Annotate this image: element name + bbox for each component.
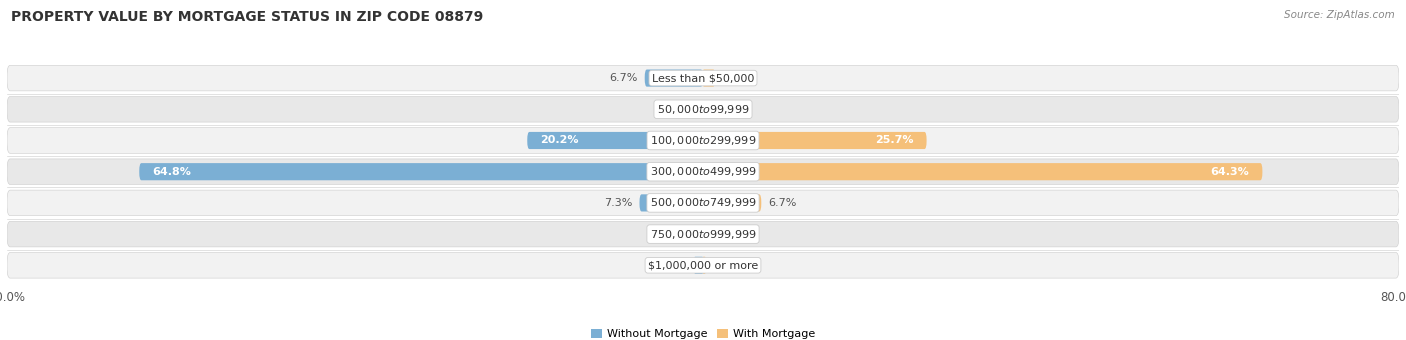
FancyBboxPatch shape: [527, 132, 703, 149]
Text: 25.7%: 25.7%: [875, 136, 914, 146]
Text: 0.0%: 0.0%: [710, 104, 738, 114]
FancyBboxPatch shape: [7, 253, 1399, 278]
FancyBboxPatch shape: [703, 69, 714, 87]
Text: $300,000 to $499,999: $300,000 to $499,999: [650, 165, 756, 178]
FancyBboxPatch shape: [7, 128, 1399, 153]
FancyBboxPatch shape: [703, 257, 706, 274]
FancyBboxPatch shape: [7, 65, 1399, 91]
Legend: Without Mortgage, With Mortgage: Without Mortgage, With Mortgage: [586, 325, 820, 340]
FancyBboxPatch shape: [139, 163, 703, 180]
Text: 7.3%: 7.3%: [605, 198, 633, 208]
Text: $50,000 to $99,999: $50,000 to $99,999: [657, 103, 749, 116]
Text: $1,000,000 or more: $1,000,000 or more: [648, 260, 758, 270]
Text: Less than $50,000: Less than $50,000: [652, 73, 754, 83]
FancyBboxPatch shape: [703, 194, 761, 211]
Text: 20.2%: 20.2%: [540, 136, 579, 146]
Text: Source: ZipAtlas.com: Source: ZipAtlas.com: [1284, 10, 1395, 20]
FancyBboxPatch shape: [695, 257, 703, 274]
FancyBboxPatch shape: [640, 194, 703, 211]
Text: 64.8%: 64.8%: [152, 167, 191, 177]
FancyBboxPatch shape: [645, 69, 703, 87]
Text: 6.7%: 6.7%: [768, 198, 797, 208]
Text: 1.3%: 1.3%: [721, 73, 749, 83]
FancyBboxPatch shape: [7, 97, 1399, 122]
Text: 0.0%: 0.0%: [668, 104, 696, 114]
Text: 1.8%: 1.8%: [725, 229, 754, 239]
FancyBboxPatch shape: [7, 190, 1399, 216]
Text: $100,000 to $299,999: $100,000 to $299,999: [650, 134, 756, 147]
Text: 64.3%: 64.3%: [1211, 167, 1250, 177]
FancyBboxPatch shape: [703, 163, 1263, 180]
Text: $750,000 to $999,999: $750,000 to $999,999: [650, 227, 756, 241]
FancyBboxPatch shape: [7, 159, 1399, 185]
Text: 6.7%: 6.7%: [609, 73, 638, 83]
FancyBboxPatch shape: [703, 132, 927, 149]
Text: $500,000 to $749,999: $500,000 to $749,999: [650, 197, 756, 209]
Text: PROPERTY VALUE BY MORTGAGE STATUS IN ZIP CODE 08879: PROPERTY VALUE BY MORTGAGE STATUS IN ZIP…: [11, 10, 484, 24]
Text: 0.99%: 0.99%: [652, 260, 688, 270]
Text: 0.0%: 0.0%: [668, 229, 696, 239]
FancyBboxPatch shape: [7, 221, 1399, 247]
Text: 0.26%: 0.26%: [713, 260, 748, 270]
FancyBboxPatch shape: [703, 225, 718, 243]
